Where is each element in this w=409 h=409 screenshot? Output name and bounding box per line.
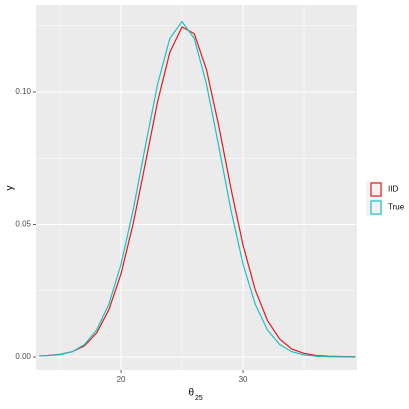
legend-swatch: [370, 182, 382, 197]
density-line: [39, 26, 356, 358]
legend-label: True: [388, 203, 405, 212]
y-tick-label: 0.10: [15, 87, 31, 96]
x-tick-label: 20: [117, 375, 126, 384]
panel: [36, 5, 357, 370]
x-axis-title: θ: [188, 388, 194, 399]
x-tick-label: 30: [239, 375, 248, 384]
y-tick-label: 0.05: [15, 220, 31, 229]
legend-swatch: [370, 200, 382, 215]
y-tick-label: 0.00: [15, 352, 31, 361]
legend-label: IID: [388, 185, 398, 194]
legend-key: [366, 199, 383, 216]
legend-key: [366, 181, 383, 198]
density-line: [39, 20, 356, 358]
y-axis-title: y: [5, 186, 16, 191]
x-axis-title-subscript: 25: [195, 395, 203, 402]
